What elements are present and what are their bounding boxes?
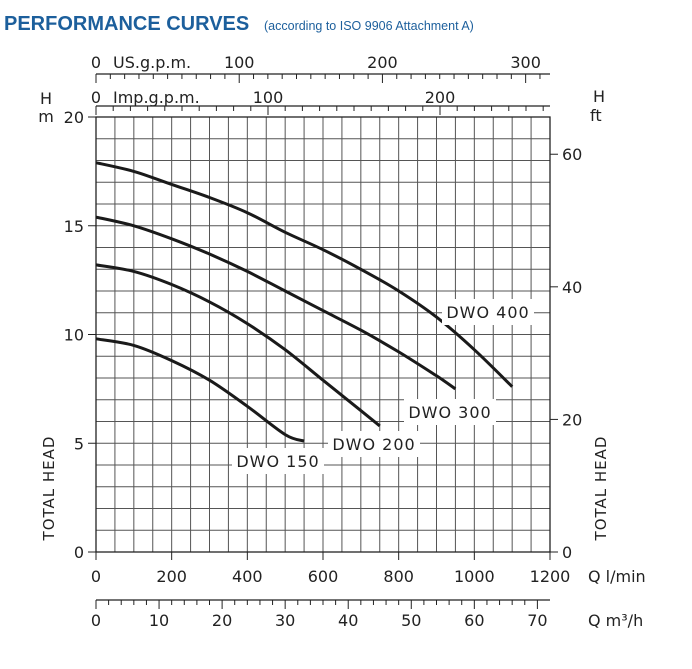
y-unit: m bbox=[38, 107, 54, 126]
curve-dwo-300 bbox=[95, 215, 457, 391]
series-label-dwo-300: DWO 300 bbox=[408, 403, 491, 422]
y-right-tick-label: 0 bbox=[562, 543, 572, 562]
series-label-bg-dwo-200 bbox=[328, 431, 420, 457]
y-axis-title: TOTAL HEAD bbox=[40, 436, 58, 542]
m3h-tick-label: 40 bbox=[338, 611, 358, 630]
impgpm-axis-title: Imp.g.p.m. bbox=[113, 88, 200, 107]
x-tick-label: 400 bbox=[232, 567, 263, 586]
series-label-dwo-400: DWO 400 bbox=[446, 303, 529, 322]
axes-layer: 0 5 10 15 20 Hm TOTAL HEAD 0 20 40 60 Hft TOTAL HEAD… bbox=[38, 53, 645, 630]
y-right-tick-label: 20 bbox=[562, 410, 582, 429]
series-label-bg-dwo-300 bbox=[404, 399, 496, 425]
chart-subtitle: (according to ISO 9906 Attachment A) bbox=[264, 19, 474, 33]
x-tick-label: 0 bbox=[91, 567, 101, 586]
series-label-bg-dwo-400 bbox=[442, 299, 534, 325]
usgpm-tick-label: 0 bbox=[91, 53, 101, 72]
y-right-tick-label: 60 bbox=[562, 145, 582, 164]
impgpm-tick-label: 200 bbox=[425, 88, 456, 107]
y-tick-label: 10 bbox=[64, 326, 84, 345]
y-right-unit-symbol: H bbox=[593, 87, 605, 106]
x-tick-label: 1200 bbox=[530, 567, 571, 586]
m3h-tick-label: 10 bbox=[149, 611, 169, 630]
curves-layer bbox=[95, 161, 514, 443]
usgpm-axis-title: US.g.p.m. bbox=[113, 53, 191, 72]
x-axis-title: Q l/min bbox=[588, 567, 646, 586]
y-right-axis-title: TOTAL HEAD bbox=[592, 436, 610, 542]
curve-dwo-400 bbox=[95, 161, 514, 388]
y-unit-symbol: H bbox=[40, 89, 52, 108]
x-tick-label: 600 bbox=[308, 567, 339, 586]
curve-dwo-200 bbox=[95, 263, 381, 428]
x-tick-label: 200 bbox=[156, 567, 187, 586]
usgpm-tick-label: 300 bbox=[510, 53, 541, 72]
m3h-tick-label: 20 bbox=[212, 611, 232, 630]
m3h-tick-label: 50 bbox=[401, 611, 421, 630]
impgpm-tick-label: 100 bbox=[253, 88, 284, 107]
usgpm-tick-label: 100 bbox=[224, 53, 255, 72]
x-tick-label: 1000 bbox=[454, 567, 495, 586]
series-label-dwo-150: DWO 150 bbox=[236, 452, 319, 471]
y-right-unit: ft bbox=[590, 106, 602, 125]
x-tick-label: 800 bbox=[383, 567, 414, 586]
impgpm-tick-label: 0 bbox=[91, 88, 101, 107]
y-right-tick-label: 40 bbox=[562, 278, 582, 297]
curve-dwo-150 bbox=[95, 337, 305, 443]
y-tick-label: 15 bbox=[64, 217, 84, 236]
m3h-tick-label: 70 bbox=[527, 611, 547, 630]
m3h-tick-label: 60 bbox=[464, 611, 484, 630]
m3h-axis-title: Q m³/h bbox=[588, 611, 643, 630]
series-label-dwo-200: DWO 200 bbox=[332, 435, 415, 454]
y-tick-label: 20 bbox=[64, 108, 84, 127]
m3h-tick-label: 30 bbox=[275, 611, 295, 630]
series-label-bg-dwo-150 bbox=[232, 448, 324, 474]
chart-title: PERFORMANCE CURVES bbox=[4, 13, 249, 35]
m3h-tick-label: 0 bbox=[91, 611, 101, 630]
y-tick-label: 0 bbox=[74, 543, 84, 562]
usgpm-tick-label: 200 bbox=[367, 53, 398, 72]
labels-layer: DWO 150 DWO 200 DWO 300 DWO 400 bbox=[232, 299, 534, 474]
y-tick-label: 5 bbox=[74, 434, 84, 453]
